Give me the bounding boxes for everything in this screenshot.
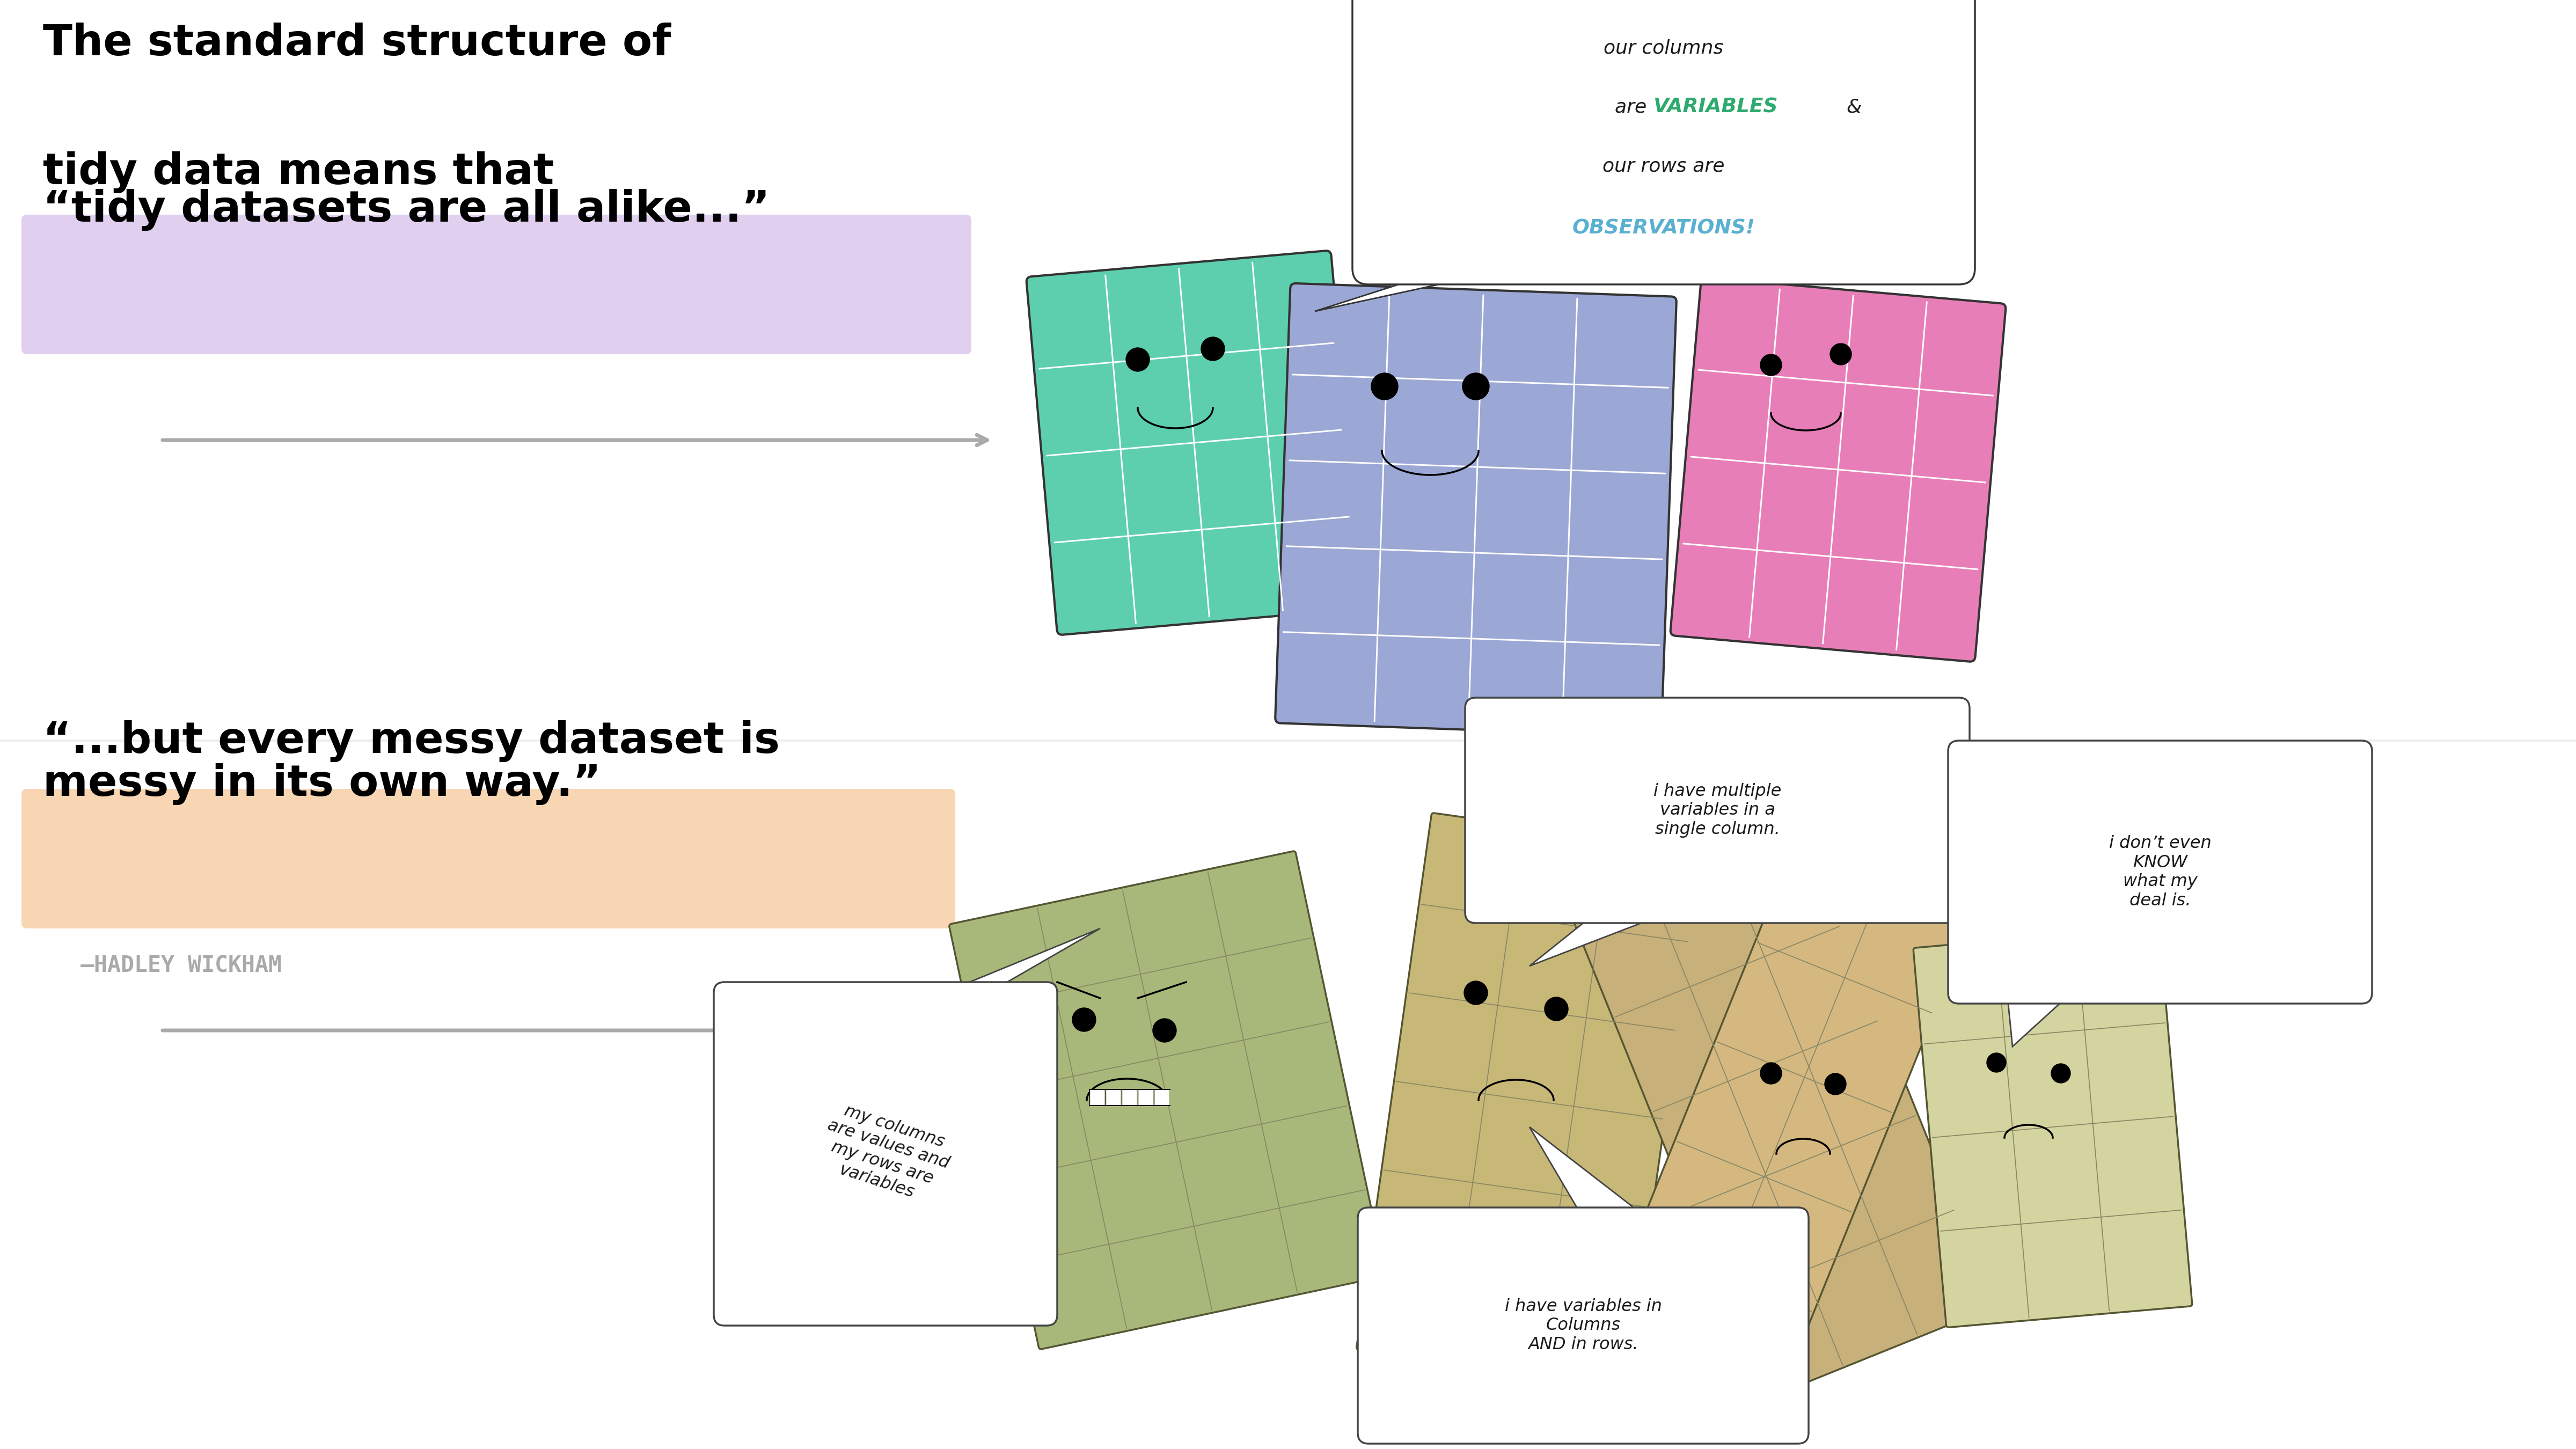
FancyBboxPatch shape [1275,284,1677,736]
Circle shape [1126,348,1149,371]
Circle shape [2050,1064,2071,1082]
Circle shape [1759,1062,1783,1084]
Bar [1121,1090,1136,1106]
Text: our columns: our columns [1605,39,1723,58]
Circle shape [1154,1019,1177,1042]
Circle shape [1986,1053,2007,1072]
Polygon shape [1530,1127,1649,1219]
Text: i have variables in
Columns
AND in rows.: i have variables in Columns AND in rows. [1504,1298,1662,1353]
Text: “...but every messy dataset is: “...but every messy dataset is [44,720,781,762]
Polygon shape [2007,993,2071,1046]
Polygon shape [1314,268,1515,312]
FancyBboxPatch shape [1358,813,1703,1387]
Text: messy in its own way.”: messy in its own way.” [44,764,600,806]
Circle shape [1200,338,1224,361]
Text: OBSERVATIONS!: OBSERVATIONS! [1571,219,1754,238]
Text: tidy data means that: tidy data means that [44,151,554,193]
FancyBboxPatch shape [1669,278,2007,662]
FancyBboxPatch shape [1574,829,1994,1398]
Circle shape [1829,343,1852,365]
FancyBboxPatch shape [1947,740,2372,1004]
Circle shape [1546,997,1569,1020]
FancyBboxPatch shape [1025,251,1363,635]
Text: The standard structure of: The standard structure of [44,23,670,64]
FancyBboxPatch shape [1358,1207,1808,1443]
FancyBboxPatch shape [714,982,1056,1326]
FancyBboxPatch shape [1466,697,1971,923]
Text: i have multiple
variables in a
single column.: i have multiple variables in a single co… [1654,782,1780,838]
Circle shape [1072,1009,1095,1032]
Text: “tidy datasets are all alike...”: “tidy datasets are all alike...” [44,188,770,230]
Polygon shape [1530,913,1669,966]
Bar [1139,1090,1151,1106]
Circle shape [1463,372,1489,400]
Bar [1154,1090,1170,1106]
FancyBboxPatch shape [951,851,1386,1349]
FancyBboxPatch shape [21,214,971,354]
Text: &: & [1847,99,1862,116]
FancyBboxPatch shape [1914,927,2192,1327]
Bar [1105,1090,1121,1106]
Polygon shape [943,929,1100,993]
Circle shape [1759,354,1783,375]
Circle shape [1463,981,1489,1004]
Circle shape [1370,372,1399,400]
Text: our rows are: our rows are [1602,158,1726,175]
FancyBboxPatch shape [1595,840,1976,1414]
FancyBboxPatch shape [21,788,956,929]
Text: –HADLEY WICKHAM: –HADLEY WICKHAM [80,955,281,977]
Text: are: are [1615,99,1654,116]
FancyBboxPatch shape [1352,0,1976,284]
Text: VARIABLES: VARIABLES [1654,97,1777,117]
Text: my columns
are values and
my rows are
variables: my columns are values and my rows are va… [814,1098,958,1208]
Bar [1090,1090,1105,1106]
Circle shape [1824,1074,1847,1095]
Text: i don’t even
KNOW
what my
deal is.: i don’t even KNOW what my deal is. [2110,835,2210,909]
